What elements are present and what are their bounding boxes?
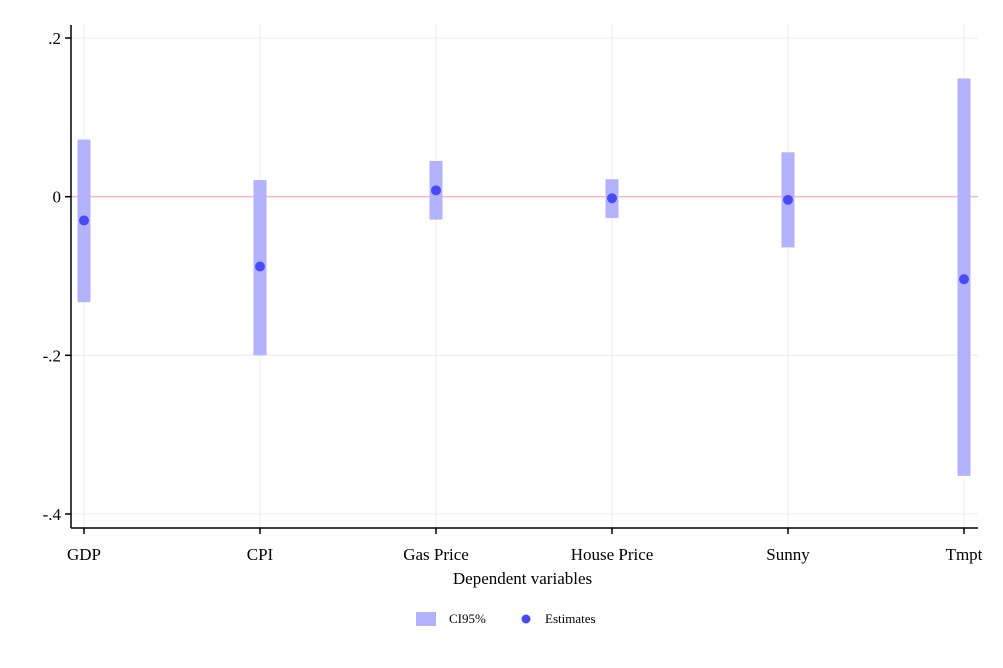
- legend-estimates-label: Estimates: [545, 611, 596, 626]
- y-tick-label: -.4: [43, 505, 62, 524]
- x-tick-label: Sunny: [766, 545, 810, 564]
- y-tick-label: -.2: [43, 346, 61, 365]
- ci-intervals: [77, 78, 971, 476]
- grid-lines: [71, 25, 978, 528]
- estimate-point-sunny: [783, 194, 793, 205]
- estimate-point-cpi: [255, 261, 265, 272]
- x-tick-label: GDP: [67, 545, 101, 564]
- legend: CI95% Estimates: [416, 611, 596, 626]
- estimate-point-gdp: [79, 215, 89, 226]
- x-tick-label: House Price: [571, 545, 654, 564]
- axes: [70, 25, 978, 529]
- estimate-point-gas-price: [431, 185, 441, 196]
- y-ticks: .2 0 -.2 -.4: [43, 29, 71, 524]
- x-axis-title: Dependent variables: [453, 569, 592, 588]
- legend-estimates-swatch: [521, 614, 531, 624]
- estimate-points: [79, 185, 969, 285]
- estimate-point-tmpt: [959, 274, 969, 285]
- x-tick-label: CPI: [247, 545, 274, 564]
- y-tick-label: .2: [48, 29, 61, 48]
- x-tick-label: Tmpt: [946, 545, 983, 564]
- legend-ci-swatch: [416, 612, 436, 626]
- legend-ci-label: CI95%: [449, 611, 486, 626]
- x-ticks: GDP CPI Gas Price House Price Sunny Tmpt: [67, 528, 983, 564]
- x-tick-label: Gas Price: [403, 545, 469, 564]
- y-tick-label: 0: [53, 188, 62, 207]
- estimate-point-house-price: [607, 193, 617, 204]
